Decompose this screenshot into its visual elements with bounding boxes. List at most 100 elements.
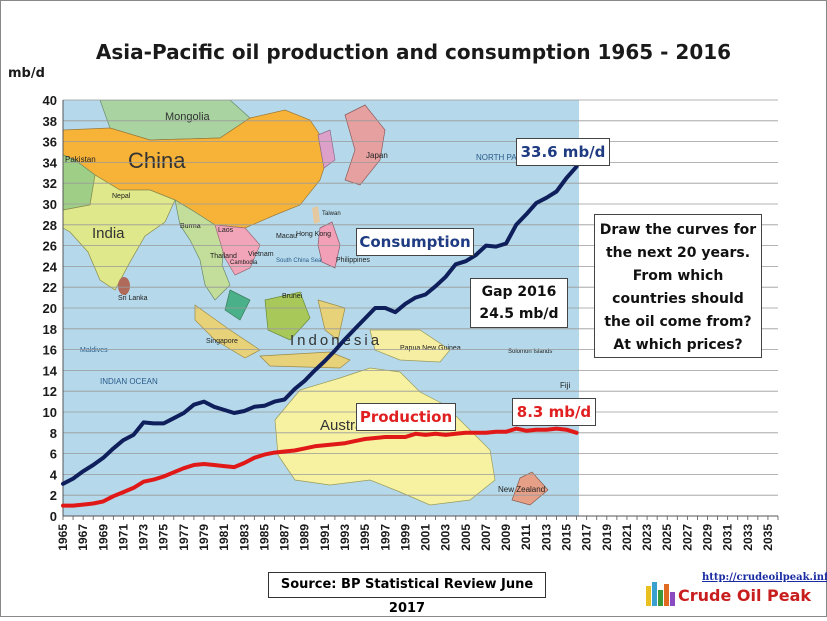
x-tick-label: 2023 <box>640 524 654 551</box>
x-tick-label: 1975 <box>157 524 171 551</box>
question-box: Draw the curves for the next 20 years. F… <box>594 214 762 358</box>
map-label-maldives: Maldives <box>80 347 108 354</box>
map-label-china: China <box>128 148 186 173</box>
y-tick-label: 40 <box>43 93 57 108</box>
map-label-pakistan: Pakistan <box>65 155 96 164</box>
y-tick-label: 16 <box>43 343 57 358</box>
x-tick-label: 1997 <box>378 524 392 551</box>
y-tick-label: 4 <box>50 467 58 482</box>
x-tick-label: 2005 <box>459 524 473 551</box>
x-tick-label: 2017 <box>580 524 594 551</box>
consumption-label: Consumption <box>356 228 474 256</box>
y-tick-label: 34 <box>43 155 58 170</box>
gap-box: Gap 2016 24.5 mb/d <box>470 278 568 328</box>
x-tick-label: 2031 <box>721 524 735 551</box>
map-label-fiji: Fiji <box>560 381 570 390</box>
map-label-mongolia: Mongolia <box>165 111 211 123</box>
x-tick-label: 2025 <box>660 524 674 551</box>
x-tick-label: 1991 <box>318 524 332 551</box>
y-axis-unit: mb/d <box>8 66 45 81</box>
x-tick-label: 2035 <box>761 524 775 551</box>
y-tick-label: 30 <box>43 197 57 212</box>
x-tick-label: 2029 <box>701 524 715 551</box>
map-label-singapore: Singapore <box>206 338 238 345</box>
question-line-2: the next 20 years. <box>605 245 751 261</box>
map-label-japan: Japan <box>366 151 388 160</box>
map-label-indian-ocean: INDIAN OCEAN <box>100 377 158 386</box>
logo-url[interactable]: http://crudeoilpeak.info <box>702 572 827 583</box>
map-label-indonesia: Indonesia <box>290 332 382 349</box>
source-box: Source: BP Statistical Review June 2017 <box>268 572 546 616</box>
x-tick-label: 2033 <box>741 524 755 551</box>
y-tick-label: 26 <box>43 239 57 254</box>
x-tick-label: 1979 <box>197 524 211 551</box>
x-tick-label: 2013 <box>539 524 553 551</box>
question-line-3: From which <box>632 268 724 284</box>
question-line-6: At which prices? <box>613 337 743 353</box>
map-label-cambodia: Cambodia <box>230 260 258 266</box>
map-label-solomon: Solomon Islands <box>508 349 552 355</box>
consumption-end-label: 33.6 mb/d <box>516 138 610 166</box>
x-tick-label: 1967 <box>76 524 90 551</box>
axes <box>62 100 779 520</box>
map-label-thailand: Thailand <box>210 253 237 260</box>
y-tick-label: 28 <box>43 218 57 233</box>
series-lines <box>61 164 579 508</box>
gap-line-1: Gap 2016 <box>481 284 557 300</box>
x-tick-label: 1993 <box>338 524 352 551</box>
y-tick-label: 12 <box>43 384 57 399</box>
x-tick-label: 2021 <box>620 524 634 551</box>
x-tick-label: 1987 <box>278 524 292 551</box>
x-tick-label: 1989 <box>298 524 312 551</box>
map-label-nepal: Nepal <box>112 193 131 200</box>
x-tick-label: 2027 <box>680 524 694 551</box>
map-label-sri-lanka: Sri Lanka <box>118 295 148 302</box>
x-tick-label: 2011 <box>519 524 533 550</box>
y-tick-label: 20 <box>43 301 57 316</box>
y-tick-label: 38 <box>43 114 57 129</box>
y-tick-label: 0 <box>50 509 57 524</box>
map-label-brunei: Brunei <box>282 293 303 300</box>
map-label-hong-kong: Hong Kong <box>296 231 331 238</box>
x-tick-label: 2015 <box>560 524 574 551</box>
question-line-4: countries should <box>612 291 744 307</box>
question-line-1: Draw the curves for <box>599 222 757 238</box>
map-label-macau: Macau <box>276 233 297 240</box>
map-label-burma: Burma <box>180 223 201 230</box>
question-line-5: the oil come from? <box>604 314 752 330</box>
x-tick-label: 1969 <box>96 524 110 551</box>
logo-graphic <box>646 582 675 606</box>
y-tick-label: 36 <box>43 135 57 150</box>
x-tick-label: 1983 <box>237 524 251 551</box>
y-tick-label: 32 <box>43 176 57 191</box>
x-tick-label: 2003 <box>439 524 453 551</box>
x-tick-labels: 1965 1967 1969 1971 1973 1975 1977 1979 1981 1983… <box>56 524 775 551</box>
chart-title: Asia-Pacific oil production and consumpt… <box>95 40 732 64</box>
x-tick-label: 1977 <box>177 524 191 551</box>
y-tick-label: 18 <box>43 322 57 337</box>
x-tick-label: 2007 <box>479 524 493 551</box>
x-tick-label: 1973 <box>137 524 151 551</box>
map-label-laos: Laos <box>218 227 234 234</box>
x-tick-label: 1999 <box>398 524 412 551</box>
map-label-taiwan: Taiwan <box>322 211 341 217</box>
x-tick-label: 1995 <box>358 524 372 551</box>
x-tick-label: 1965 <box>56 524 70 551</box>
consumption-line <box>61 164 579 486</box>
production-line <box>61 426 579 508</box>
logo-name: Crude Oil Peak <box>678 586 812 605</box>
x-tick-label: 2019 <box>600 524 614 551</box>
y-tick-label: 14 <box>43 363 58 378</box>
map-label-new-zealand: New Zealand <box>498 485 545 494</box>
x-tick-label: 1981 <box>217 524 231 551</box>
gap-line-2: 24.5 mb/d <box>479 306 559 322</box>
x-tick-label: 1971 <box>116 524 130 551</box>
production-end-label: 8.3 mb/d <box>512 398 596 426</box>
map-label-philippines: Philippines <box>336 257 370 264</box>
map-label-vietnam: Vietnam <box>248 251 274 258</box>
y-tick-label: 10 <box>43 405 57 420</box>
x-tick-label: 1985 <box>257 524 271 551</box>
y-tick-label: 6 <box>50 447 57 462</box>
y-tick-label: 8 <box>50 426 57 441</box>
